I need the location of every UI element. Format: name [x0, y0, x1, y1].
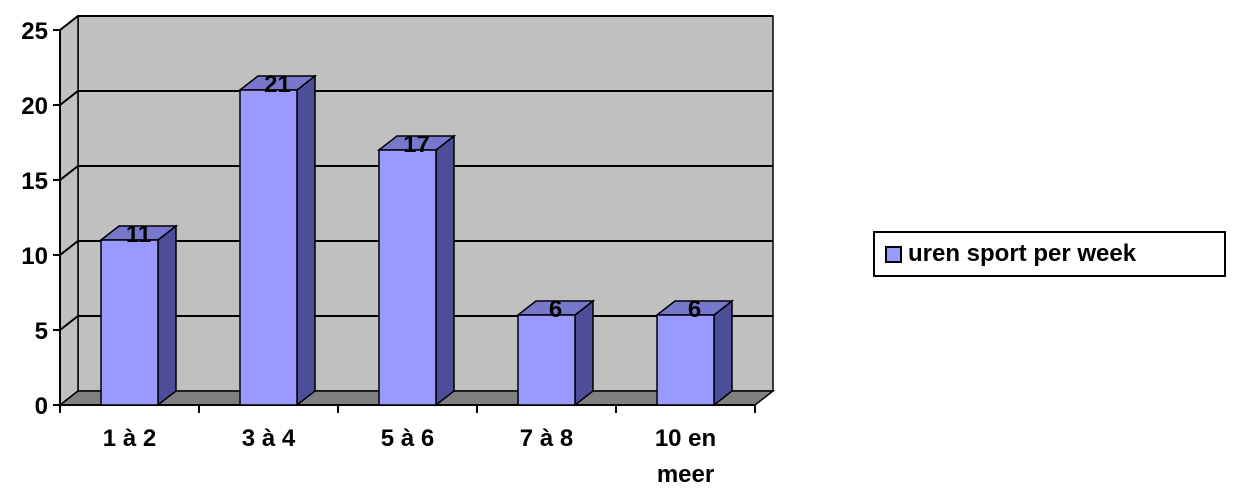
bar-side	[574, 299, 594, 407]
y-tick-label: 10	[21, 243, 48, 270]
data-labels: 11 21 17 6 6	[126, 71, 701, 323]
x-tick-label: 3 à 4	[242, 425, 296, 452]
bar	[515, 299, 596, 407]
bar	[98, 224, 179, 407]
gridline	[59, 165, 773, 181]
bar-front	[100, 239, 159, 406]
data-label: 21	[264, 71, 291, 98]
y-tick-label: 0	[35, 393, 48, 420]
x-tick-label: 7 à 8	[520, 425, 573, 452]
y-tick-label: 15	[21, 168, 48, 195]
y-tick-label: 20	[21, 93, 48, 120]
bar-side	[435, 134, 455, 407]
bar-front	[517, 314, 576, 406]
x-tick-label: 5 à 6	[381, 425, 434, 452]
chart-bars	[98, 74, 735, 407]
x-tick-labels: 1 à 2 3 à 4 5 à 6 7 à 8 10 en meer	[103, 425, 716, 488]
legend-swatch	[885, 245, 902, 263]
legend-label: uren sport per week	[908, 240, 1137, 267]
data-label: 6	[688, 296, 701, 323]
gridline	[59, 90, 773, 106]
bar-side	[157, 224, 177, 407]
bar-front	[239, 89, 298, 406]
bar-front	[656, 314, 715, 406]
side-wall	[59, 14, 79, 407]
bar	[654, 299, 735, 407]
bar	[237, 74, 318, 407]
bar-side	[296, 74, 316, 407]
gridline	[59, 240, 773, 256]
data-label: 6	[549, 296, 562, 323]
bar-front	[378, 149, 437, 406]
x-tick-label: 10 en meer	[655, 425, 716, 488]
y-tick-label: 25	[21, 18, 48, 45]
data-label: 17	[403, 131, 430, 158]
data-label: 11	[126, 221, 151, 248]
x-tick-label: 1 à 2	[103, 425, 156, 452]
legend: uren sport per week	[873, 231, 1226, 277]
bar	[376, 134, 457, 407]
y-tick-label: 5	[35, 318, 48, 345]
gridline	[59, 15, 773, 31]
bar-side	[713, 299, 733, 407]
y-tick-labels: 0 5 10 15 20 25	[21, 18, 48, 420]
